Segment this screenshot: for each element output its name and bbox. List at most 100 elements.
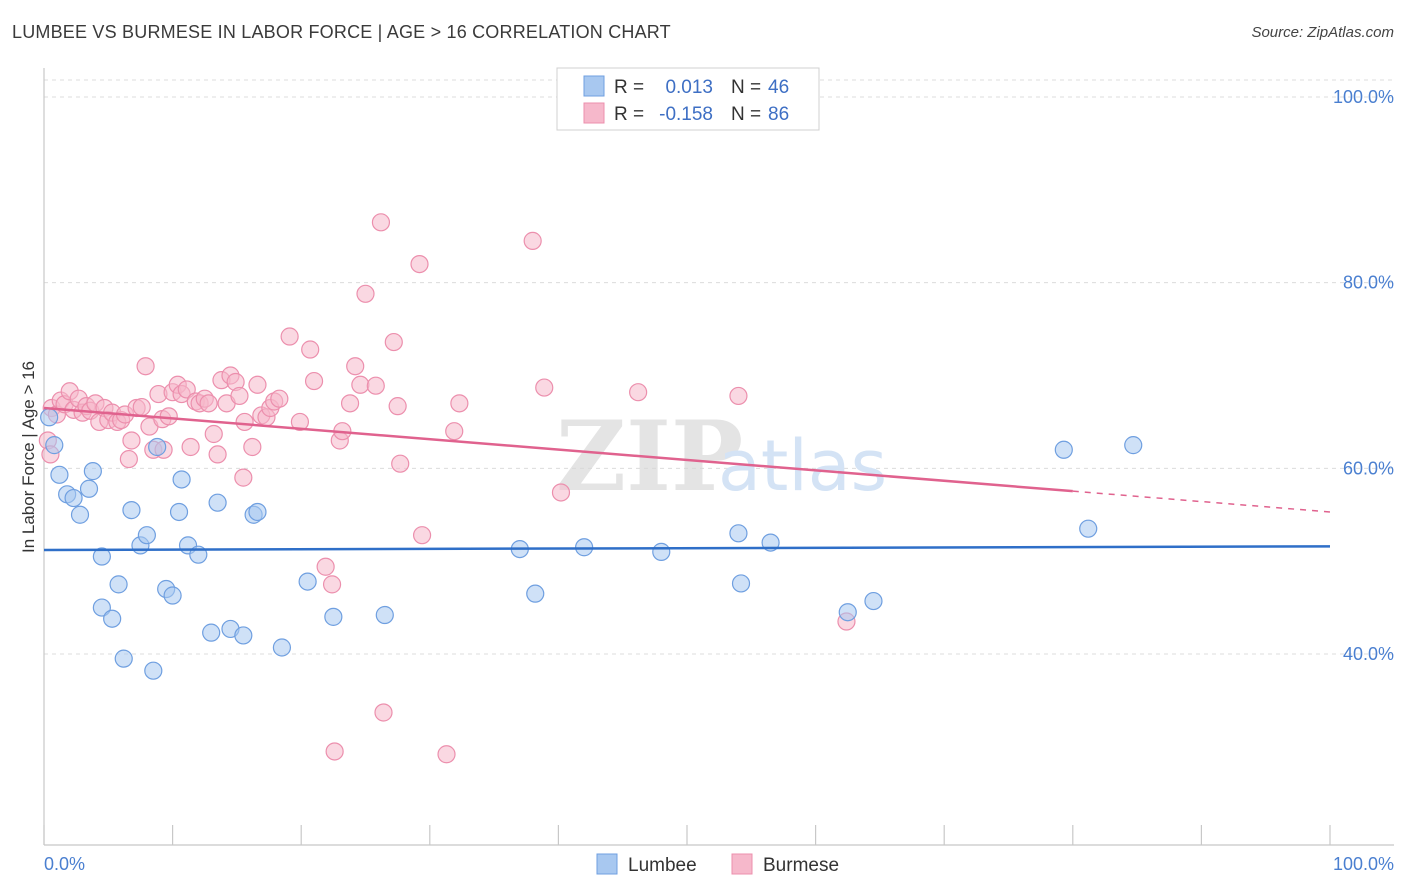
- burmese-point: [199, 394, 218, 413]
- bottom-legend-label-lumbee: Lumbee: [628, 855, 697, 876]
- legend-r-label-lumbee: R =: [614, 77, 644, 98]
- lumbee-point: [103, 609, 122, 628]
- burmese-point: [208, 445, 227, 464]
- lumbee-point: [1124, 436, 1143, 455]
- burmese-point: [366, 376, 385, 395]
- lumbee-point: [122, 501, 141, 520]
- burmese-point: [729, 386, 748, 406]
- burmese-point: [391, 454, 410, 473]
- burmese-point: [450, 394, 469, 413]
- legend-swatch-burmese: [583, 102, 605, 124]
- legend-n-label-lumbee: N =: [731, 77, 761, 98]
- burmese-point: [119, 449, 138, 469]
- lumbee-point: [163, 586, 182, 605]
- burmese-point: [356, 284, 375, 303]
- trend-lines: [43, 406, 1331, 552]
- x-tick-label-max: 100.0%: [1333, 854, 1394, 874]
- lumbee-point: [148, 437, 167, 457]
- burmese-point: [235, 412, 254, 432]
- y-tick-label-80: 80.0%: [1343, 273, 1394, 293]
- burmese-point: [177, 380, 196, 399]
- lumbee-point: [248, 502, 267, 522]
- bottom-legend-swatch-lumbee: [596, 853, 618, 875]
- burmese-point: [230, 386, 249, 406]
- burmese-point: [346, 357, 365, 376]
- lumbee-point: [864, 591, 883, 611]
- burmese-point: [204, 424, 223, 444]
- burmese-point: [316, 557, 335, 576]
- y-tick-label-60: 60.0%: [1343, 458, 1394, 478]
- lumbee-point: [92, 547, 111, 566]
- lumbee-point: [137, 526, 156, 545]
- lumbee-point: [838, 603, 857, 622]
- burmese-point: [551, 483, 571, 502]
- lumbee-point: [234, 626, 253, 645]
- lumbee-point: [202, 623, 221, 642]
- watermark-atlas: atlas: [718, 425, 887, 507]
- y-tick-label-40: 40.0%: [1343, 644, 1394, 664]
- burmese-point: [304, 371, 324, 391]
- legend-n-value-lumbee: 46: [768, 77, 789, 98]
- burmese-point: [181, 437, 200, 457]
- y-axis-title: In Labor Force | Age > 16: [19, 361, 38, 553]
- lumbee-point: [64, 488, 83, 508]
- lumbee-point: [208, 493, 227, 512]
- lumbee-point: [272, 638, 292, 657]
- lumbee-point: [1079, 519, 1098, 538]
- burmese-point: [234, 468, 253, 487]
- burmese-point: [437, 745, 456, 764]
- burmese-point: [371, 213, 391, 232]
- bottom-legend-swatch-burmese: [731, 853, 753, 875]
- x-ticks: [43, 825, 1331, 845]
- burmese-point: [248, 375, 267, 394]
- lumbee-point: [1054, 440, 1073, 459]
- burmese-point: [322, 575, 342, 594]
- lumbee-trend-line: [43, 545, 1331, 552]
- burmese-point: [374, 703, 393, 722]
- burmese-point: [629, 383, 648, 402]
- lumbee-point: [729, 524, 748, 543]
- legend-r-value-burmese: -0.158: [659, 104, 713, 125]
- y-tick-labels: 40.0% 60.0% 80.0% 100.0%: [1333, 87, 1394, 664]
- lumbee-point: [92, 598, 111, 617]
- lumbee-point: [652, 542, 671, 561]
- lumbee-point: [324, 607, 343, 626]
- lumbee-point: [144, 661, 163, 680]
- lumbee-point: [298, 572, 317, 591]
- lumbee-point: [375, 605, 394, 625]
- burmese-point: [325, 742, 344, 761]
- lumbee-points: [40, 408, 1143, 680]
- burmese-trend-line: [43, 406, 1073, 493]
- lumbee-point: [45, 436, 64, 455]
- lumbee-point: [172, 470, 191, 489]
- burmese-point: [301, 340, 320, 359]
- burmese-point: [351, 375, 370, 394]
- burmese-point: [388, 397, 407, 416]
- bottom-legend-label-burmese: Burmese: [763, 855, 839, 876]
- lumbee-point: [169, 502, 189, 522]
- legend-n-label-burmese: N =: [731, 104, 761, 125]
- legend-swatch-lumbee: [583, 75, 605, 97]
- lumbee-point: [70, 505, 90, 524]
- burmese-point: [412, 526, 432, 545]
- burmese-point: [280, 327, 299, 346]
- lumbee-point: [83, 462, 102, 481]
- burmese-point: [523, 231, 542, 250]
- lumbee-point: [526, 584, 545, 603]
- y-tick-label-100: 100.0%: [1333, 87, 1394, 107]
- lumbee-point: [50, 465, 69, 484]
- burmese-point: [410, 255, 429, 274]
- burmese-point: [136, 357, 155, 376]
- burmese-point: [122, 431, 141, 450]
- source-label: Source: ZipAtlas.com: [1251, 24, 1394, 41]
- grid-lines: [44, 79, 1394, 655]
- chart-title: LUMBEE VS BURMESE IN LABOR FORCE | AGE >…: [12, 22, 671, 42]
- burmese-point: [340, 394, 360, 413]
- legend-r-label-burmese: R =: [614, 104, 644, 125]
- x-tick-label-min: 0.0%: [44, 854, 85, 874]
- burmese-point: [243, 437, 262, 457]
- burmese-point: [270, 389, 289, 408]
- lumbee-point: [109, 575, 128, 594]
- correlation-legend: R = 0.013 N = 46 R = -0.158 N = 86: [556, 67, 820, 131]
